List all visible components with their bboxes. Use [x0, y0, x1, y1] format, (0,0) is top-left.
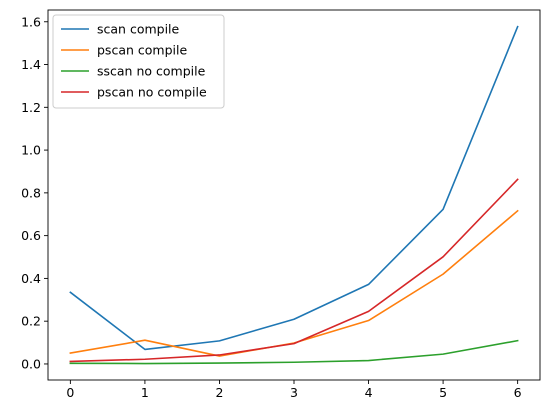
x-tick-label: 2 — [215, 385, 223, 400]
y-tick-label: 1.4 — [21, 57, 41, 72]
series-layer — [69, 25, 519, 365]
y-tick-label: 1.2 — [21, 100, 41, 115]
y-tick-label: 0.2 — [21, 314, 41, 329]
y-tick-label: 0.8 — [21, 185, 41, 200]
legend: scan compile pscan compile sscan no compil… — [52, 14, 225, 109]
x-tick-label: 6 — [514, 385, 522, 400]
y-tick-label: 0.0 — [21, 356, 41, 371]
y-tick-label: 1.6 — [21, 14, 41, 29]
legend-label-2: pscan compile — [97, 43, 187, 58]
legend-label-1: scan compile — [97, 22, 180, 37]
legend-box — [52, 14, 225, 109]
x-tick-label: 3 — [290, 385, 298, 400]
legend-label-3: sscan no compile — [97, 64, 206, 79]
series-line-4 — [69, 178, 519, 363]
x-axis: 0 1 2 3 4 5 6 — [66, 380, 522, 400]
legend-label-4: pscan no compile — [97, 85, 207, 100]
x-tick-label: 0 — [66, 385, 74, 400]
y-axis: 0.0 0.2 0.4 0.6 0.8 1.0 1.2 1.4 1.6 — [21, 14, 48, 371]
series-line-1 — [69, 25, 519, 351]
x-tick-label: 5 — [439, 385, 447, 400]
y-tick-label: 0.6 — [21, 228, 41, 243]
x-tick-label: 4 — [365, 385, 373, 400]
y-tick-label: 1.0 — [21, 143, 41, 158]
x-tick-label: 1 — [141, 385, 149, 400]
y-tick-label: 0.4 — [21, 271, 41, 286]
series-line-3 — [69, 339, 519, 365]
